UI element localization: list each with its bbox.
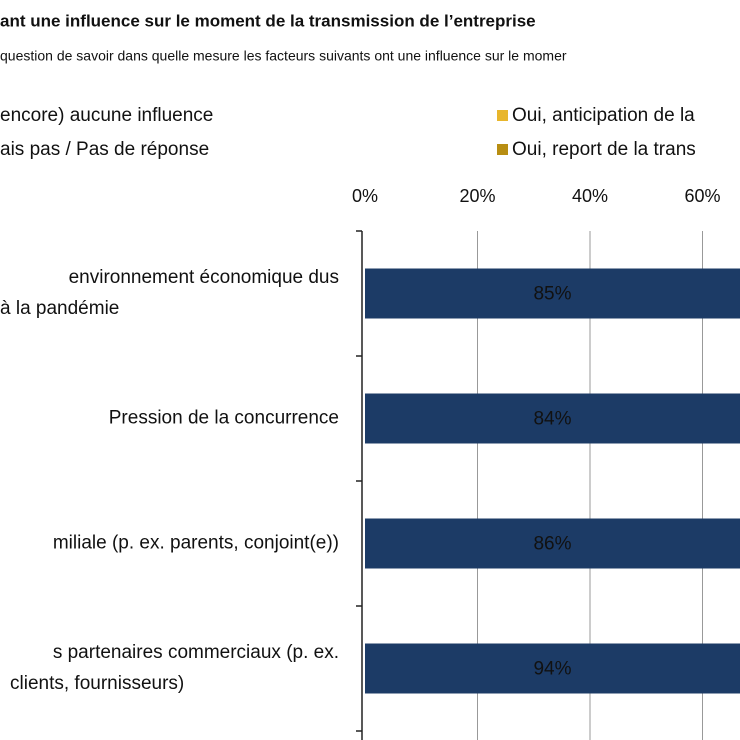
- x-tick-label: 20%: [459, 186, 495, 206]
- legend-label: Oui, report de la trans: [512, 139, 696, 160]
- bar: [365, 393, 740, 444]
- value-label: 94%: [533, 659, 571, 680]
- category-label: s partenaires commerciaux (p. ex.: [53, 642, 339, 663]
- category-label: Pression de la concurrence: [109, 408, 339, 429]
- bar: [365, 518, 740, 569]
- legend-label: Oui, anticipation de la: [512, 105, 695, 126]
- category-label: clients, fournisseurs): [10, 673, 184, 694]
- category-label: à la pandémie: [0, 298, 119, 319]
- chart-subtitle: question de savoir dans quelle mesure le…: [0, 48, 567, 64]
- bar: [365, 643, 740, 694]
- legend-label: ais pas / Pas de réponse: [0, 139, 209, 160]
- legend-marker: [497, 144, 508, 155]
- category-label: environnement économique dus: [69, 267, 339, 288]
- value-label: 86%: [533, 534, 571, 555]
- value-label: 84%: [533, 409, 571, 430]
- legend-label: encore) aucune influence: [0, 105, 213, 126]
- bar: [365, 268, 740, 319]
- category-label: miliale (p. ex. parents, conjoint(e)): [53, 533, 339, 554]
- legend-marker: [497, 110, 508, 121]
- x-tick-label: 60%: [684, 186, 720, 206]
- x-tick-label: 0%: [352, 186, 378, 206]
- x-tick-label: 40%: [572, 186, 608, 206]
- value-label: 85%: [533, 284, 571, 305]
- chart-title: ant une influence sur le moment de la tr…: [0, 11, 536, 30]
